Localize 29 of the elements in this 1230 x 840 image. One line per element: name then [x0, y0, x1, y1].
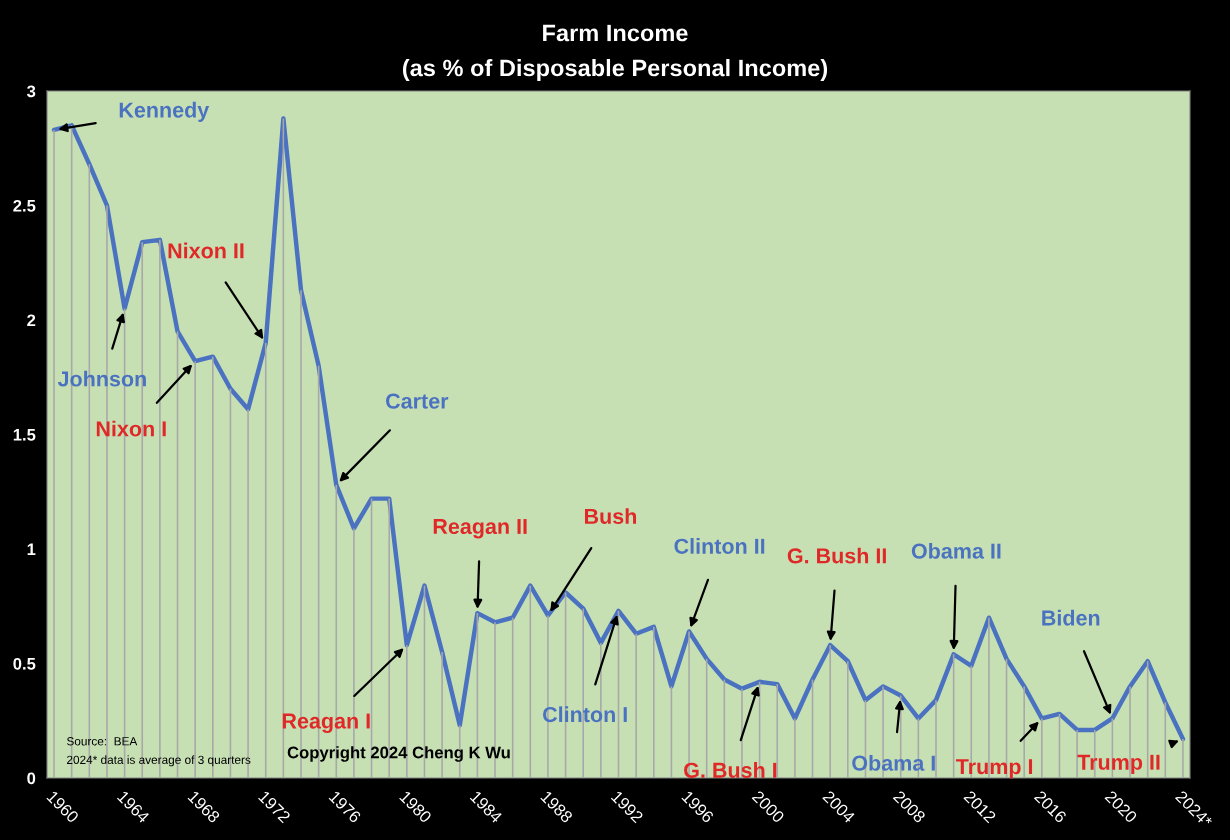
annotation: Biden — [1042, 609, 1100, 626]
y-tick-label: 2 — [27, 314, 36, 327]
annotation: Reagan I — [282, 713, 370, 733]
annotation: Nixon II — [168, 242, 244, 259]
annotation: Copyright 2024 Cheng K Wu — [287, 746, 510, 762]
annotation: G. Bush II — [787, 547, 886, 564]
annotation: 2024* data is average of 3 quarters — [67, 755, 251, 767]
y-tick-label: 1 — [27, 543, 36, 556]
annotation: Kennedy — [119, 101, 210, 122]
chart-subtitle: (as % of Disposable Personal Income) — [402, 59, 828, 81]
y-tick-label: 2.5 — [13, 199, 36, 212]
annotation: Johnson — [57, 370, 146, 387]
annotation: Nixon I — [96, 420, 166, 437]
y-tick-label: 0.5 — [13, 657, 36, 670]
annotation: Bush — [584, 508, 637, 524]
annotation: Reagan II — [433, 519, 527, 539]
annotation: Clinton I — [543, 706, 627, 723]
annotation: Obama I — [852, 754, 935, 771]
annotation: Source: BEA — [66, 737, 138, 746]
y-tick-label: 1.5 — [13, 429, 36, 441]
y-tick-label: 3 — [27, 85, 36, 98]
annotation: Trump I — [955, 759, 1033, 779]
chart-title: Farm Income — [543, 24, 688, 42]
annotation: G. Bush I — [684, 762, 777, 778]
annotation: Obama II — [911, 542, 1001, 559]
annotation: Carter — [386, 393, 449, 409]
annotation: Trump II — [1077, 754, 1160, 775]
annotation: Clinton II — [674, 538, 765, 554]
y-tick-label: 0 — [27, 772, 36, 785]
